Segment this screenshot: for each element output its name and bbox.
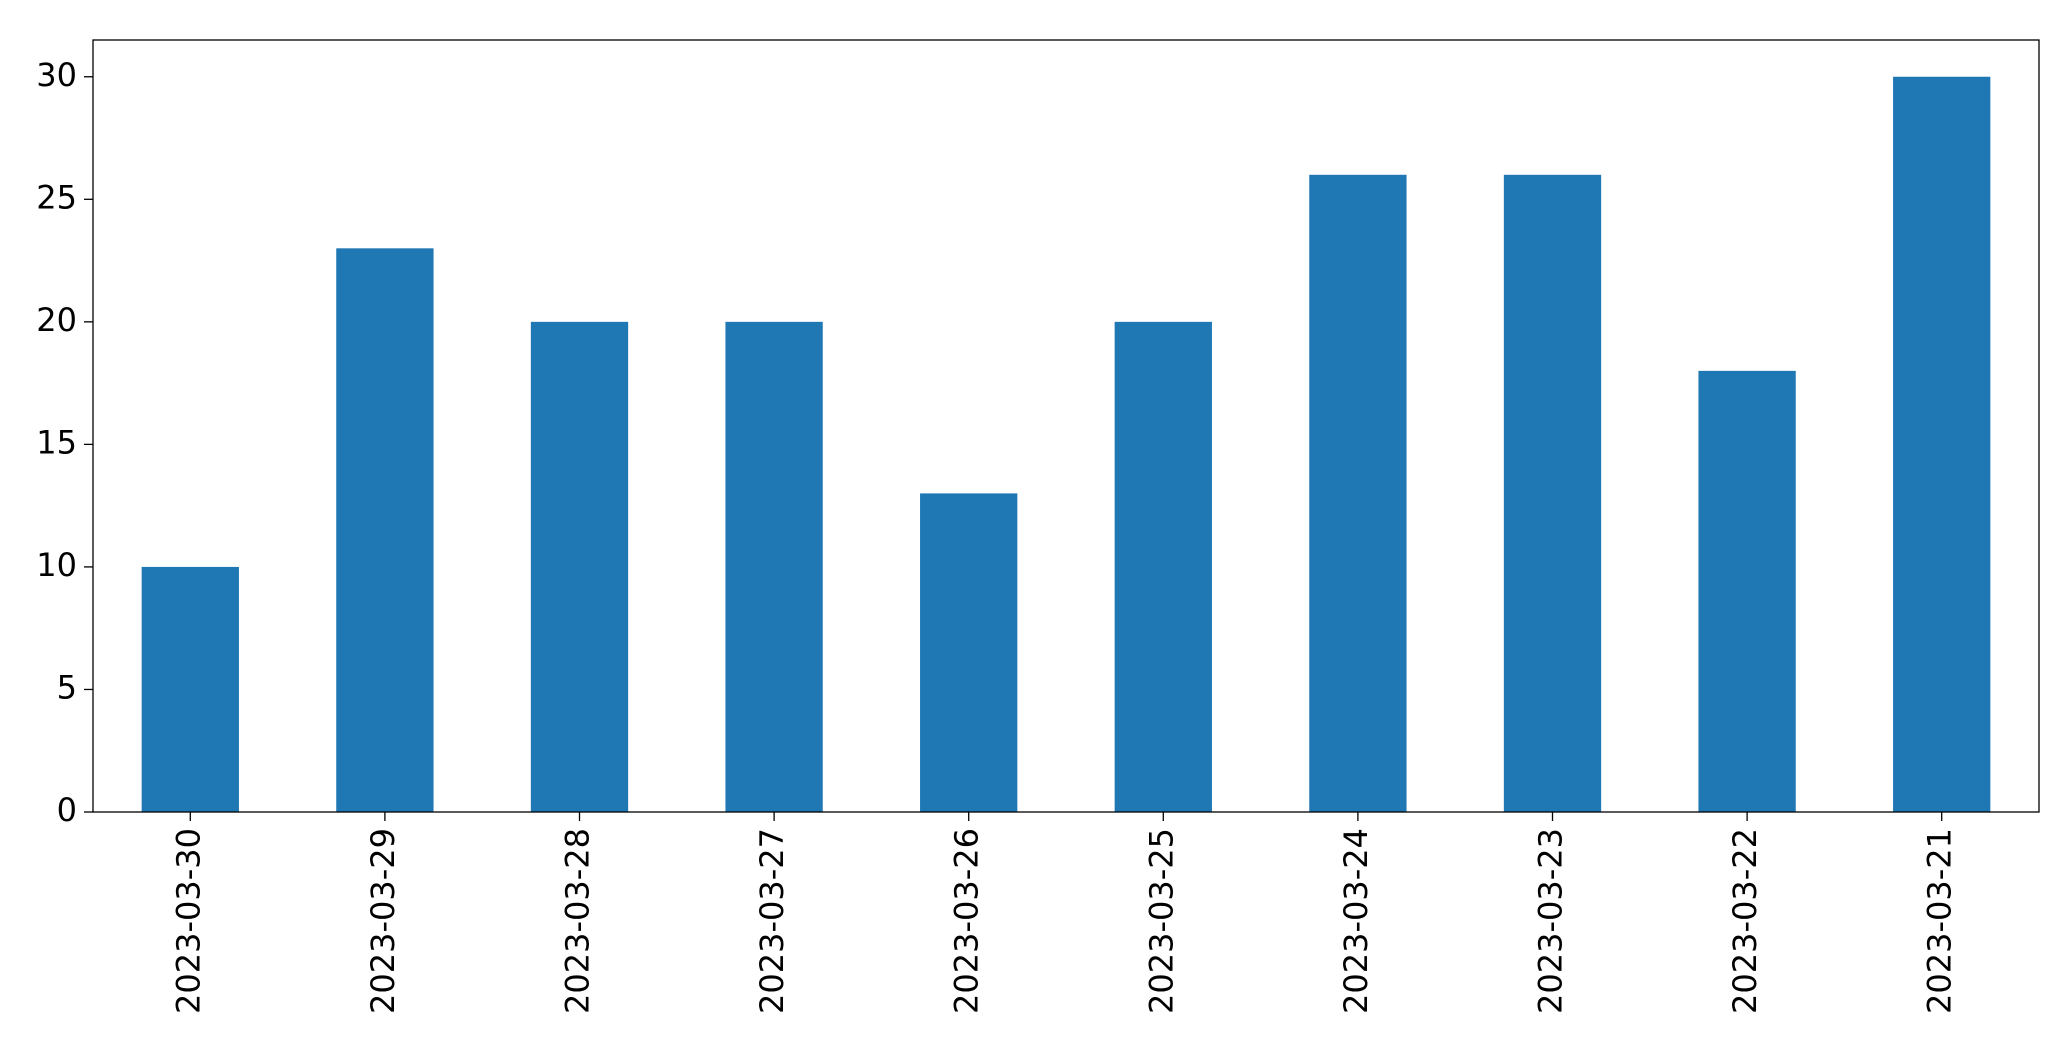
- y-tick-label: 0: [57, 791, 77, 829]
- y-tick-label: 10: [36, 546, 77, 584]
- bar: [1309, 174, 1407, 813]
- x-tick-label: 2023-03-27: [753, 828, 791, 1014]
- bar: [141, 566, 239, 812]
- plot-frame: [92, 39, 2040, 813]
- x-tick-label: 2023-03-23: [1532, 828, 1570, 1014]
- y-tick-label: 20: [36, 301, 77, 339]
- y-tick-label: 25: [36, 178, 77, 216]
- bar: [1698, 370, 1796, 812]
- x-tick-label: 2023-03-21: [1921, 828, 1959, 1014]
- bar: [1503, 174, 1602, 813]
- x-tick-label: 2023-03-29: [364, 828, 402, 1014]
- bar: [920, 493, 1018, 812]
- bar: [336, 248, 434, 813]
- bar: [530, 321, 629, 812]
- x-tick-label: 2023-03-22: [1726, 828, 1764, 1014]
- x-tick-label: 2023-03-24: [1337, 828, 1375, 1014]
- bar: [1893, 76, 1991, 812]
- y-tick-label: 15: [36, 423, 77, 461]
- y-tick-label: 5: [57, 668, 77, 706]
- bar: [1114, 321, 1212, 812]
- x-tick-label: 2023-03-26: [948, 828, 986, 1014]
- x-tick-label: 2023-03-30: [169, 828, 207, 1014]
- x-tick-label: 2023-03-25: [1142, 828, 1180, 1014]
- y-tick-label: 30: [36, 56, 77, 94]
- x-tick-label: 2023-03-28: [559, 828, 597, 1014]
- bar: [725, 321, 823, 812]
